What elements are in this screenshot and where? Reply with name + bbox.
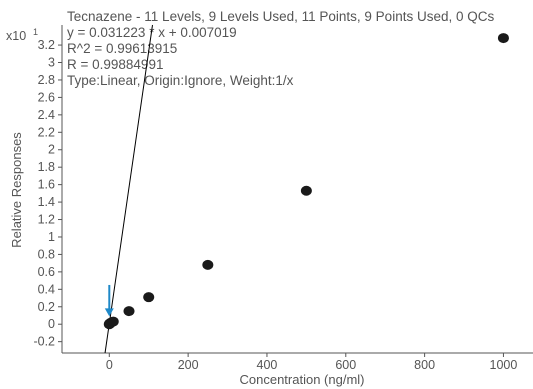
y-tick-label: 2.8 xyxy=(38,73,55,87)
x-tick-label: 200 xyxy=(178,358,199,372)
chart-title: Tecnazene - 11 Levels, 9 Levels Used, 11… xyxy=(67,9,494,24)
x-tick-label: 600 xyxy=(335,358,356,372)
y-multiplier-exponent: 1 xyxy=(33,27,38,37)
x-axis-ticks: 0 200 400 600 800 1000 xyxy=(106,353,518,372)
y-tick-label: 2 xyxy=(48,143,55,157)
y-tick-label: -0.2 xyxy=(33,335,55,349)
y-tick-label: 0 xyxy=(48,317,55,331)
r-squared-annotation: R^2 = 0.99613915 xyxy=(67,41,177,56)
arrow-marker-icon xyxy=(104,284,114,317)
regression-line xyxy=(104,24,154,354)
data-point xyxy=(123,306,135,317)
r-annotation: R = 0.99884991 xyxy=(67,57,163,72)
y-tick-label: 0.4 xyxy=(38,282,55,296)
y-tick-label: 3.2 xyxy=(38,38,55,52)
data-point xyxy=(300,185,312,196)
y-axis-title: Relative Responses xyxy=(9,132,24,248)
data-point xyxy=(497,33,509,44)
y-tick-label: 3 xyxy=(48,56,55,70)
x-tick-label: 400 xyxy=(257,358,278,372)
y-tick-label: 1.6 xyxy=(38,178,55,192)
x-tick-label: 1000 xyxy=(490,358,518,372)
x-tick-label: 800 xyxy=(414,358,435,372)
y-tick-label: 0.2 xyxy=(38,300,55,314)
y-tick-label: 1.8 xyxy=(38,160,55,174)
fit-type-annotation: Type:Linear, Origin:Ignore, Weight:1/x xyxy=(67,73,294,88)
data-point xyxy=(107,316,119,327)
y-tick-label: 0.8 xyxy=(38,247,55,261)
y-tick-label: 1.2 xyxy=(38,213,55,227)
y-multiplier-base: x10 xyxy=(6,29,26,43)
y-tick-label: 2.6 xyxy=(38,90,55,104)
y-tick-label: 1 xyxy=(48,230,55,244)
plot-area xyxy=(103,24,509,354)
y-tick-label: 1.4 xyxy=(38,195,55,209)
x-tick-label: 0 xyxy=(106,358,113,372)
y-tick-label: 2.2 xyxy=(38,125,55,139)
y-tick-label: 0.6 xyxy=(38,265,55,279)
data-point xyxy=(143,292,155,303)
data-point xyxy=(202,259,214,270)
x-axis-title: Concentration (ng/ml) xyxy=(240,372,365,387)
y-tick-label: 2.4 xyxy=(38,108,55,122)
y-axis-ticks: -0.2 0 0.2 0.4 0.6 0.8 1 1.2 1.4 1.6 1.8 2 2.2 2.4 2.6… xyxy=(33,38,62,349)
